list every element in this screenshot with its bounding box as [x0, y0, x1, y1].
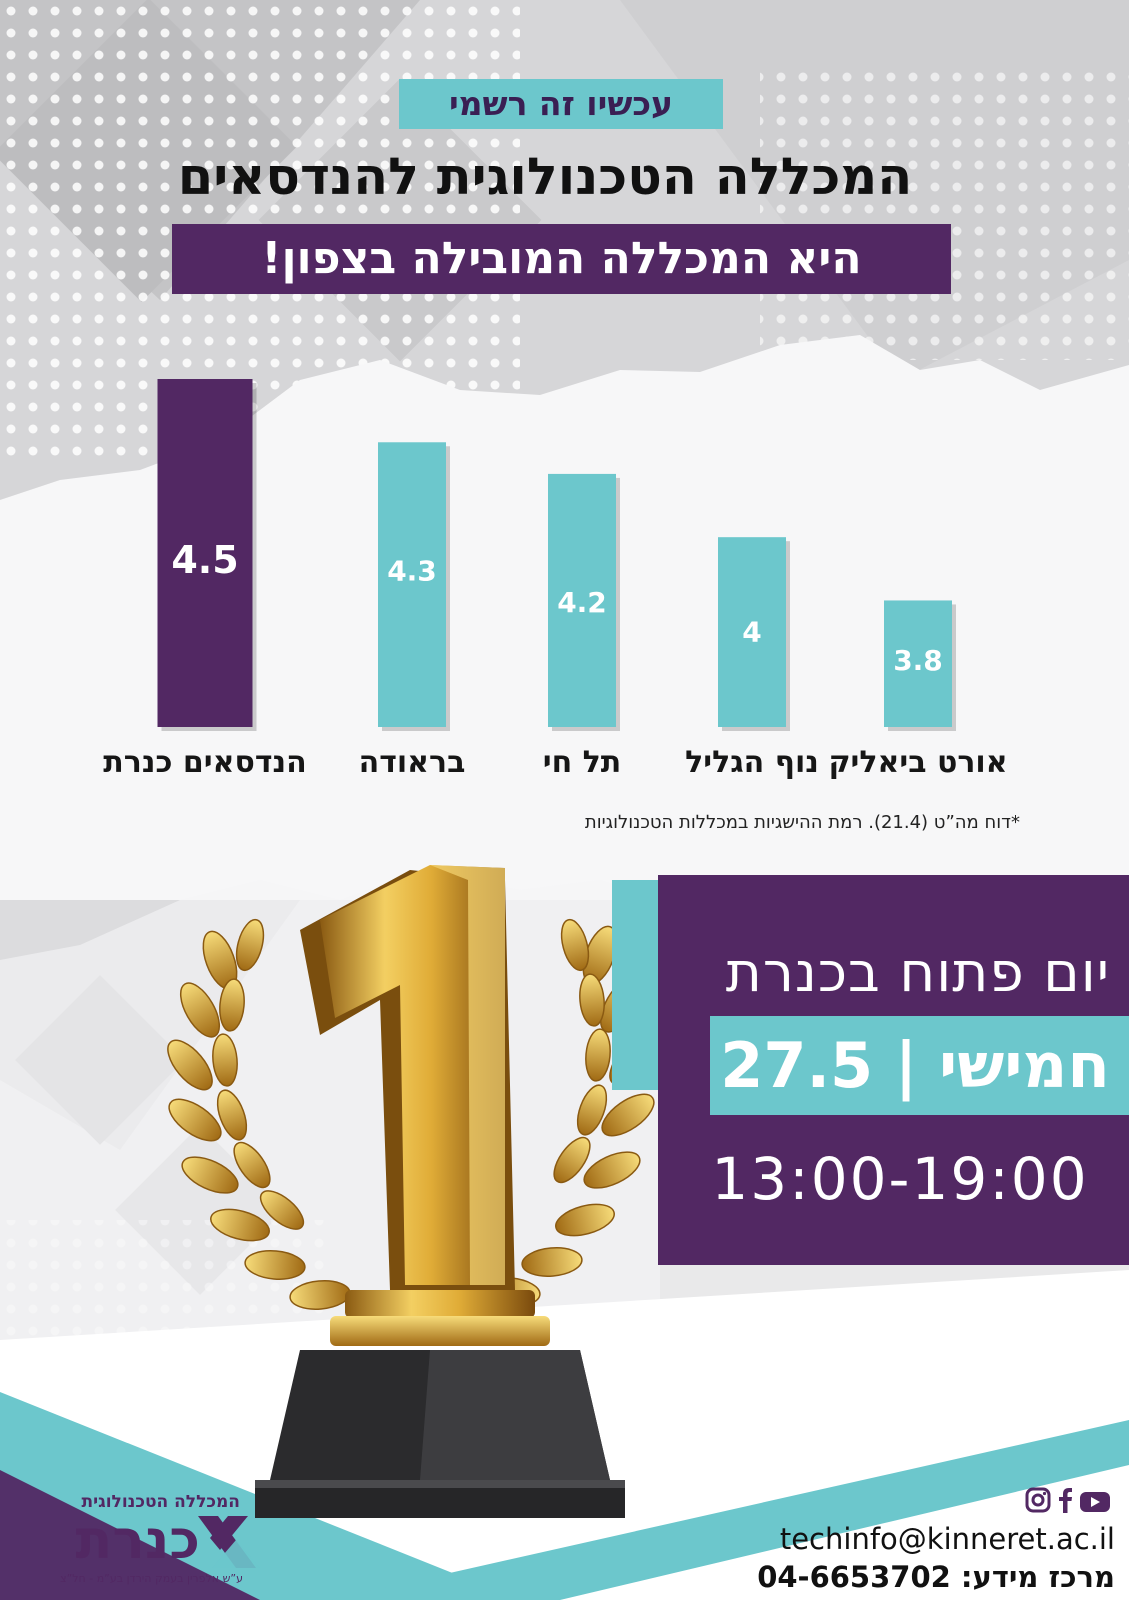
- social-icons: [1025, 1487, 1110, 1513]
- bar-chart: 4.5 הנדסאים כנרת 4.3 בראודה 4.2 תל חי 4 נוף הגל…: [103, 379, 1008, 780]
- category-label: תל חי: [543, 745, 622, 780]
- bar-1: [378, 442, 446, 727]
- open-day-date: חמישי | 27.5: [720, 1029, 1110, 1102]
- open-day-hours: 13:00-19:00: [711, 1145, 1089, 1213]
- bar-4: [884, 600, 952, 727]
- logo-subtitle: ע”ש אלפרין בעמק הירדן בע”מ - חל”צ: [60, 1572, 243, 1585]
- category-label: הנדסאים כנרת: [103, 745, 306, 780]
- instagram-icon[interactable]: [1025, 1487, 1051, 1513]
- official-tag: עכשיו זה רשמי: [399, 79, 723, 129]
- bar-value-label: 4: [742, 616, 761, 649]
- kinneret-logo: המכללה הטכנולוגית כנרת ע”ש אלפרין בעמק ה…: [20, 1492, 260, 1592]
- phone-number: מרכז מידע: 04-6653702: [757, 1560, 1115, 1594]
- subheadline-banner: היא המכללה המובילה בצפון!: [172, 224, 951, 294]
- bar-value-label: 4.3: [387, 554, 437, 587]
- category-label: אורט ביאליק: [828, 745, 1007, 780]
- bar-2: [548, 473, 616, 727]
- youtube-icon[interactable]: [1080, 1492, 1110, 1512]
- logo-mark-icon: [198, 1516, 260, 1568]
- bar-value-label: 3.8: [893, 644, 943, 677]
- bar-0: [157, 379, 253, 727]
- email-link[interactable]: techinfo@kinneret.ac.il: [779, 1522, 1115, 1556]
- category-label: נוף הגליל: [685, 745, 819, 780]
- open-day-title: יום פתוח בכנרת: [725, 940, 1110, 1004]
- category-label: בראודה: [359, 745, 466, 780]
- chart-footnote: *דוח מה”ט (21.4). רמת ההישגיות במכללות ה…: [584, 812, 1020, 833]
- logo-top-text: המכללה הטכנולוגית: [81, 1492, 240, 1512]
- bar-value-label: 4.2: [557, 586, 607, 619]
- open-day-date-box: [710, 1016, 1129, 1115]
- bar-3: [718, 537, 786, 727]
- bar-value-label: 4.5: [171, 538, 238, 582]
- logo-name: כנרת: [75, 1508, 200, 1571]
- facebook-icon[interactable]: [1059, 1488, 1072, 1513]
